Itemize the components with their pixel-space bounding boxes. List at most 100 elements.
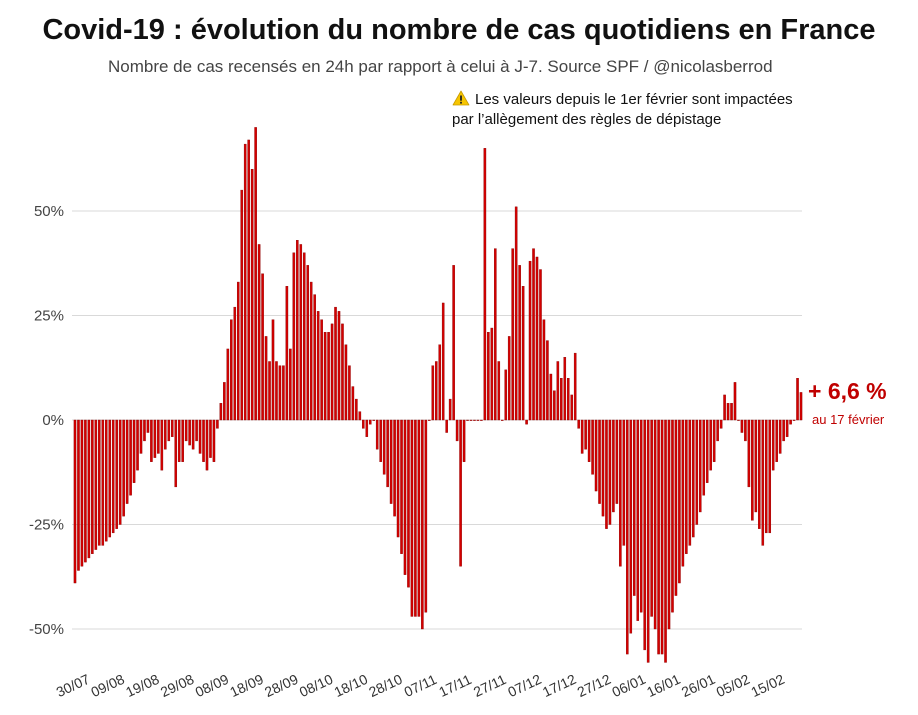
bar — [657, 419, 660, 655]
bar — [500, 419, 504, 421]
bar — [254, 127, 257, 421]
x-tick-label: 18/09 — [227, 671, 266, 700]
bar — [598, 419, 601, 504]
bar — [643, 419, 646, 651]
bar — [181, 419, 184, 462]
bar — [296, 240, 299, 421]
bar — [306, 265, 310, 421]
bar — [674, 419, 678, 596]
bar — [216, 419, 219, 429]
bar — [407, 419, 410, 588]
bar — [212, 419, 216, 462]
bar — [775, 419, 778, 462]
bar — [626, 419, 629, 655]
bar — [577, 419, 580, 429]
bar — [723, 394, 726, 421]
bar — [560, 378, 563, 421]
bar — [785, 419, 789, 437]
bar — [521, 286, 525, 421]
bar — [664, 419, 667, 663]
bar — [455, 419, 459, 442]
bar — [219, 403, 223, 421]
bar — [365, 419, 369, 437]
x-tick-label: 06/01 — [609, 671, 648, 700]
bar — [379, 419, 382, 462]
bar — [355, 398, 358, 421]
bar — [428, 419, 431, 421]
bar — [386, 419, 389, 488]
bar — [573, 352, 577, 421]
y-axis-labels: 50% 25% 0% -25% -50% — [29, 203, 64, 638]
bar — [532, 248, 535, 421]
bar — [101, 419, 105, 546]
bar — [681, 419, 685, 567]
y-tick-label: 0% — [42, 412, 64, 429]
bar — [730, 403, 733, 421]
bar — [487, 332, 490, 421]
bar — [646, 419, 650, 663]
x-tick-label: 16/01 — [644, 671, 683, 700]
bar — [553, 390, 556, 421]
bar — [198, 419, 202, 454]
bar — [282, 365, 285, 421]
bar — [438, 344, 442, 421]
bar — [289, 348, 292, 421]
bar — [268, 361, 271, 421]
bar — [737, 419, 740, 421]
bar — [309, 281, 313, 421]
x-tick-label: 07/12 — [505, 671, 544, 700]
bar — [747, 419, 751, 488]
bar — [525, 419, 528, 425]
bar — [223, 382, 226, 421]
bar — [758, 419, 761, 529]
bar — [393, 419, 396, 517]
x-axis-labels: 30/0709/0819/0829/0808/0918/0928/0908/10… — [54, 671, 787, 700]
warning-icon — [452, 90, 470, 106]
bar — [469, 419, 473, 421]
bar — [782, 419, 785, 442]
bar — [566, 378, 570, 421]
bar — [80, 419, 84, 567]
bar — [209, 419, 212, 458]
bar — [177, 419, 181, 462]
bar — [84, 419, 87, 563]
bar — [507, 336, 511, 421]
bar — [264, 336, 268, 421]
bar — [556, 361, 560, 421]
note-line-2: par l’allègement des règles de dépistage — [452, 111, 722, 128]
bar — [247, 139, 250, 421]
bar — [511, 248, 514, 421]
bar — [792, 419, 796, 421]
y-tick-label: 25% — [34, 308, 64, 325]
bar — [546, 340, 549, 421]
bar — [111, 419, 115, 534]
bar — [334, 306, 337, 421]
bar — [497, 361, 501, 421]
x-tick-label: 15/02 — [748, 671, 787, 700]
bar — [705, 419, 709, 483]
y-tick-label: 50% — [34, 203, 64, 220]
bar — [341, 323, 344, 421]
bar — [459, 419, 462, 567]
bar — [188, 419, 191, 446]
bar — [243, 143, 247, 421]
bar — [421, 419, 424, 630]
bar — [733, 382, 737, 421]
bar — [612, 419, 615, 513]
bar — [594, 419, 598, 492]
bar — [153, 419, 157, 458]
bar — [91, 419, 94, 554]
bar — [125, 419, 129, 504]
chart-title: Covid-19 : évolution du nombre de cas qu… — [42, 14, 876, 46]
bar — [275, 361, 278, 421]
bar — [768, 419, 772, 534]
bar — [778, 419, 782, 454]
bar — [313, 294, 316, 421]
latest-value-label: + 6,6 % — [808, 378, 887, 404]
y-tick-label: -50% — [29, 621, 64, 638]
bar — [445, 419, 448, 433]
bar — [789, 419, 792, 425]
bar — [257, 244, 261, 421]
bar — [195, 419, 198, 442]
bar — [389, 419, 393, 504]
